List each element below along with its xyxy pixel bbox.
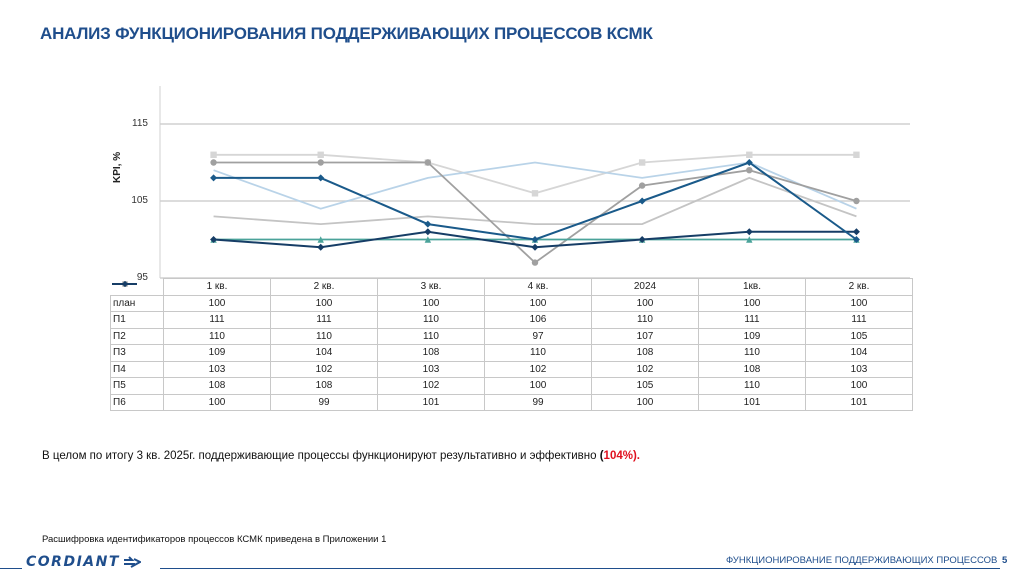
table-cell: 111 [805, 311, 913, 329]
table-row: П6 100 99 101 99 100 101 101 [110, 280, 913, 411]
cordiant-logo: CORDIANT [26, 554, 143, 570]
table-cell: 105 [805, 327, 913, 345]
table-cell: 99 [270, 393, 378, 411]
table-cell: 108 [163, 377, 271, 395]
table-cell: 110 [163, 327, 271, 345]
table-cell: 100 [484, 294, 592, 312]
logo-arrow-icon [123, 556, 143, 568]
column-header: 2024 [591, 278, 699, 296]
footer-divider [0, 568, 22, 569]
footer-divider [160, 568, 1000, 569]
legend-entry: П3 [110, 282, 164, 362]
table-cell: 100 [591, 294, 699, 312]
table-cell: 101 [805, 393, 913, 411]
table-cell: 111 [270, 311, 378, 329]
footnote: Расшифровка идентификаторов процессов КС… [42, 534, 387, 545]
page-title: АНАЛИЗ ФУНКЦИОНИРОВАНИЯ ПОДДЕРЖИВАЮЩИХ П… [40, 24, 653, 43]
table-cell: 108 [270, 377, 378, 395]
summary-kpi-value: 104%). [603, 450, 640, 462]
legend-entry: П4 [110, 282, 164, 378]
table-cell: 109 [698, 327, 806, 345]
table-cell: 103 [377, 360, 485, 378]
chart-data-table: 1 кв. 2 кв. 3 кв. 4 кв. 2024 1кв. 2 кв. … [110, 278, 913, 411]
table-cell: 102 [484, 360, 592, 378]
y-tick-label: 95 [136, 272, 148, 283]
table-cell: 111 [698, 311, 806, 329]
table-cell: 100 [591, 393, 699, 411]
table-cell: 101 [698, 393, 806, 411]
table-cell: 101 [377, 393, 485, 411]
table-cell: 99 [484, 393, 592, 411]
legend-label: П4 [113, 363, 126, 375]
table-cell: 102 [270, 360, 378, 378]
table-cell: 100 [698, 294, 806, 312]
table-cell: 110 [698, 377, 806, 395]
legend-entry: П5 [110, 280, 164, 395]
table-header-row: 1 кв. 2 кв. 3 кв. 4 кв. 2024 1кв. 2 кв. [110, 278, 913, 296]
legend-label: П2 [113, 330, 126, 342]
legend-entry: план [110, 280, 164, 312]
table-cell: 100 [805, 294, 913, 312]
table-row: П3 109 104 108 110 108 110 104 [110, 282, 913, 362]
footer-section-title: ФУНКЦИОНИРОВАНИЕ ПОДДЕРЖИВАЮЩИХ ПРОЦЕССО… [726, 555, 998, 566]
legend-diamond-icon [111, 280, 137, 287]
table-cell: 108 [698, 360, 806, 378]
column-header: 2 кв. [270, 278, 378, 296]
legend-entry: П6 [110, 280, 164, 411]
column-header: 3 кв. [377, 278, 485, 296]
table-cell: 111 [163, 311, 271, 329]
column-header: 2 кв. [805, 278, 913, 296]
table-cell: 110 [377, 311, 485, 329]
table-row: П5 108 108 102 100 105 110 100 [110, 280, 913, 395]
legend-label: П3 [113, 347, 126, 359]
y-axis-title: KPI, % [112, 151, 123, 183]
summary-paren: ( [599, 450, 604, 462]
table-cell: 97 [484, 327, 592, 345]
table-cell: 100 [377, 294, 485, 312]
table-cell: 105 [591, 377, 699, 395]
table-cell: 102 [377, 377, 485, 395]
column-header: 1 кв. [163, 278, 271, 296]
table-cell: 110 [270, 327, 378, 345]
logo-text: CORDIANT [26, 554, 120, 570]
table-row: план 100 100 100 100 100 100 100 [110, 280, 913, 312]
table-cell: 102 [591, 360, 699, 378]
table-cell: 110 [377, 327, 485, 345]
y-tick-label: 105 [131, 195, 148, 206]
table-cell: 110 [591, 311, 699, 329]
y-tick-label: 115 [132, 118, 148, 129]
legend-entry: П2 [110, 280, 164, 345]
kpi-line-chart: 115 105 95 KPI, % 1 кв. 2 кв. 3 кв. 4 кв… [110, 86, 913, 411]
legend-entry: П1 [110, 280, 164, 329]
table-cell: 103 [163, 360, 271, 378]
legend-label: план [113, 297, 136, 309]
table-row: П4 103 102 103 102 102 108 103 [110, 282, 913, 378]
table-cell: 103 [805, 360, 913, 378]
table-cell: 107 [591, 327, 699, 345]
table-cell: 110 [484, 344, 592, 362]
page-number: 5 [1002, 555, 1008, 566]
table-cell: 104 [805, 344, 913, 362]
legend-label: П5 [113, 380, 126, 392]
column-header: 4 кв. [484, 278, 592, 296]
summary-prefix: В целом по итогу 3 кв. 2025г. поддержива… [42, 450, 600, 462]
table-cell: 100 [805, 377, 913, 395]
table-cell: 100 [163, 393, 271, 411]
table-cell: 110 [698, 344, 806, 362]
legend-label: П1 [113, 314, 126, 326]
chart-plot-area [159, 86, 910, 279]
table-cell: 100 [484, 377, 592, 395]
table-row: П1 111 111 110 106 110 111 111 [110, 280, 913, 329]
table-cell: 108 [591, 344, 699, 362]
column-header: 1кв. [698, 278, 806, 296]
summary-text: В целом по итогу 3 кв. 2025г. поддержива… [42, 450, 640, 462]
table-cell: 100 [163, 294, 271, 312]
table-cell: 104 [270, 344, 378, 362]
table-cell: 109 [163, 344, 271, 362]
table-cell: 100 [270, 294, 378, 312]
table-row: П2 110 110 110 97 107 109 105 [110, 280, 913, 345]
table-cell: 108 [377, 344, 485, 362]
table-cell: 106 [484, 311, 592, 329]
legend-label: П6 [113, 396, 126, 408]
